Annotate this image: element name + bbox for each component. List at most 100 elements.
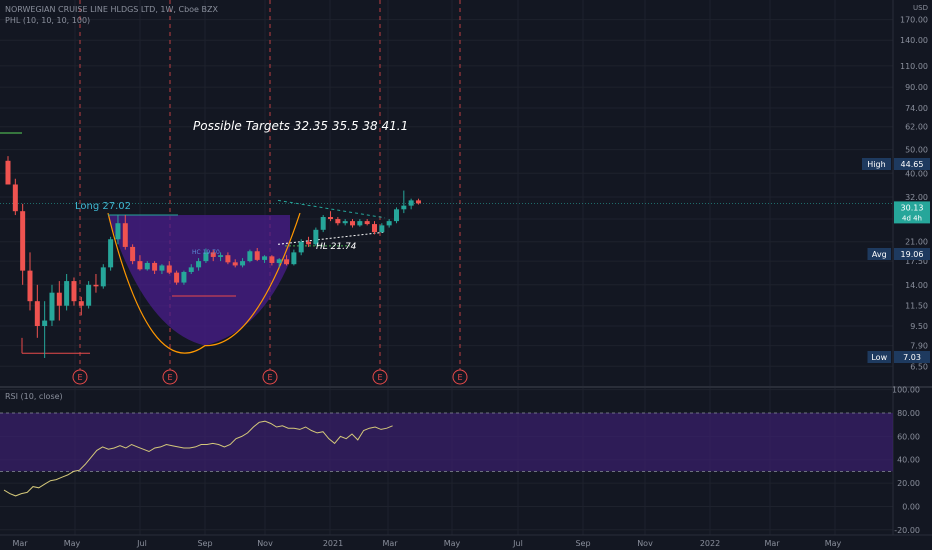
price-tick-label: 9.50: [910, 322, 928, 331]
earnings-marker-label: E: [377, 373, 382, 382]
candle-body: [56, 292, 62, 306]
candle-body: [269, 256, 275, 263]
cup-curve-line: [107, 212, 301, 354]
candle-body: [232, 262, 238, 266]
candle-body: [137, 261, 143, 270]
price-tick-label: 11.50: [905, 302, 928, 311]
candle-body: [210, 252, 216, 257]
candle-body: [166, 265, 172, 273]
avg-price-tag-value: 19.06: [901, 250, 924, 259]
time-label: Sep: [197, 539, 212, 548]
earnings-marker: [72, 369, 88, 385]
candle-body: [27, 270, 33, 302]
candle-body: [152, 262, 158, 271]
candle-body: [181, 271, 187, 283]
time-label: 2021: [323, 539, 343, 548]
candle-body: [188, 267, 194, 272]
currency-label: USD: [913, 4, 928, 12]
candle-body: [144, 262, 150, 270]
price-tick-label: 40.00: [905, 169, 928, 178]
rsi-band: [0, 413, 893, 472]
last-price-value: 30.13: [901, 203, 924, 212]
hc-label: HC 19.70: [192, 249, 220, 256]
grid-lines: [0, 0, 893, 535]
indicator-title: PHL (10, 10, 10, 100): [5, 16, 91, 25]
candle-body: [108, 239, 114, 268]
earnings-marker: [452, 369, 468, 385]
candle-body: [335, 219, 341, 224]
rsi-tick-label: 60.00: [897, 432, 920, 441]
time-label: Sep: [575, 539, 590, 548]
price-tick-label: 7.90: [910, 342, 928, 351]
candle-body: [159, 265, 165, 271]
candle-body: [78, 301, 84, 306]
low-price-tag-value: 7.03: [903, 353, 921, 362]
pennant-lower-line: [277, 231, 386, 245]
earnings-marker: [162, 369, 178, 385]
high-price-tag-value: 44.65: [901, 160, 924, 169]
high-price-tag-name-box: [862, 158, 891, 170]
candle-body: [20, 211, 26, 271]
price-tick-label: 21.00: [905, 238, 928, 247]
candle-body: [100, 267, 106, 287]
price-tick-label: 90.00: [905, 83, 928, 92]
candle-body: [298, 241, 304, 253]
low-price-tag-name: Low: [871, 353, 887, 362]
price-tick-label: 62.00: [905, 123, 928, 132]
time-label: Mar: [382, 539, 398, 548]
earnings-marker-label: E: [167, 373, 172, 382]
candle-body: [262, 256, 268, 260]
candle-body: [34, 301, 40, 326]
time-label: 2022: [700, 539, 720, 548]
candle-body: [240, 261, 246, 266]
earnings-marker-label: E: [267, 373, 272, 382]
candle-body: [254, 251, 260, 260]
candle-body: [93, 284, 99, 287]
time-label: May: [444, 539, 461, 548]
price-tick-label: 50.00: [905, 146, 928, 155]
candle-body: [64, 281, 70, 306]
candle-body: [342, 221, 348, 224]
candle-body: [415, 200, 421, 204]
candle-body: [174, 272, 180, 283]
candle-body: [401, 205, 407, 210]
candle-body: [203, 252, 209, 262]
candle-body: [71, 281, 77, 302]
candle-body: [5, 160, 11, 185]
price-tick-label: 170.00: [900, 16, 928, 25]
time-label: May: [825, 539, 842, 548]
earnings-marker-label: E: [77, 373, 82, 382]
earnings-marker: [372, 369, 388, 385]
avg-price-tag-name-box: [867, 248, 891, 260]
candle-body: [122, 223, 128, 247]
time-label: Nov: [257, 539, 273, 548]
price-tick-label: 6.50: [910, 362, 928, 371]
rsi-tick-label: -20.00: [894, 526, 920, 535]
candle-body: [393, 209, 399, 222]
price-tick-label: 17.50: [905, 257, 928, 266]
symbol-title: NORWEGIAN CRUISE LINE HLDGS LTD, 1W, Cbo…: [5, 5, 218, 14]
candle-body: [291, 252, 297, 265]
time-label: Mar: [764, 539, 780, 548]
candle-body: [218, 255, 224, 257]
long-entry-label: Long 27.02: [75, 201, 131, 212]
last-price-box: [894, 201, 930, 224]
avg-price-tag-name: Avg: [872, 250, 887, 259]
candles-group: [5, 156, 421, 358]
hl-label: HL 21.74: [316, 242, 357, 252]
high-price-tag: [862, 158, 930, 170]
rsi-tick-label: 0.00: [902, 502, 920, 511]
avg-price-tag: [867, 248, 930, 260]
candle-body: [130, 246, 136, 262]
rsi-tick-label: 20.00: [897, 479, 920, 488]
time-label: Nov: [637, 539, 653, 548]
candle-body: [42, 320, 48, 326]
price-tick-label: 32.00: [905, 193, 928, 202]
candle-body: [357, 221, 363, 226]
candle-body: [408, 200, 414, 206]
candle-body: [225, 255, 231, 263]
candle-body: [379, 225, 385, 233]
rsi-line: [3, 420, 393, 497]
